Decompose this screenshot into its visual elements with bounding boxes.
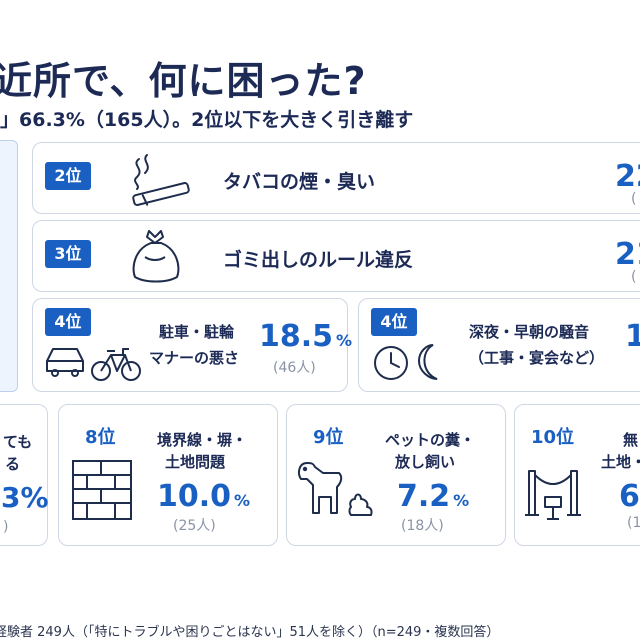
rank4-parking-label-line1: 駐車・駐輪 [159, 323, 235, 341]
rank4-noise-card: 4位 深夜・早朝の騒音 （工事・宴会など） 1 [358, 298, 640, 392]
rank4-parking-value: 18.5% [259, 319, 352, 354]
rank4-noise-label-line1: 深夜・早朝の騒音 [469, 323, 590, 341]
rank3-badge: 3位 [45, 240, 91, 268]
car-bicycle-icon [46, 348, 141, 381]
brick-wall-icon [72, 460, 132, 520]
rank8-card: 8位 境界線・塀・ 土地問題 10.0% (25人) [58, 404, 278, 546]
clock-moon-icon [374, 344, 438, 380]
rank4-noise-value: 1 [625, 319, 640, 354]
rank8-rank: 8位 [85, 423, 116, 449]
rank8-label-line1: 境界線・塀・ [157, 431, 248, 449]
cigarette-icon [132, 154, 190, 206]
rank9-persons: (18人) [401, 518, 444, 534]
rank9-value: 7.2% [397, 479, 469, 514]
rank9-label-line1: ペットの糞・ [385, 431, 476, 449]
rank9-card: 9位 ペットの糞・ 放し飼い 7.2% (18人) [286, 404, 506, 546]
rank9-value-number: 7.2 [397, 479, 451, 514]
rank4-noise-label-line2: （工事・宴会など） [469, 349, 605, 367]
rank9-rank-label: 9位 [313, 427, 344, 448]
rank4-parking-badge: 4位 [45, 308, 91, 336]
garbage-bag-icon [132, 230, 180, 283]
rank4-parking-persons: (46人) [273, 360, 316, 376]
rank-cut-label-line2: る [5, 455, 21, 473]
rank10-rank: 10位 [531, 423, 574, 449]
rank-cut-label-line1: ても [3, 433, 33, 451]
rank-cut-persons: ) [3, 519, 9, 535]
rank8-rank-label: 8位 [85, 427, 116, 448]
rank2-label: タバコの煙・臭い [223, 171, 376, 193]
rank8-value-number: 10.0 [157, 479, 232, 514]
rank10-label-line1: 無 [623, 431, 639, 449]
rank9-value-unit: % [453, 491, 470, 510]
rank4-parking-value-number: 18.5 [259, 319, 334, 354]
rank1-card [0, 140, 18, 392]
rank3-value: 21 [615, 237, 640, 272]
rank10-persons: (1 [627, 515, 640, 531]
rank3-persons: ( [631, 269, 637, 285]
footer-note: 経験者 249人（「特にトラブルや困りごとはない」51人を除く）（n=249・複… [0, 625, 500, 640]
rank4-parking-value-unit: % [336, 331, 353, 350]
rank10-card: 10位 無 土地・ 6 (1 [514, 404, 640, 546]
page-subtitle: 」66.3%（165人）。2位以下を大きく引き離す [0, 109, 414, 131]
dog-poop-icon [298, 462, 373, 516]
rank2-persons: ( [631, 191, 637, 207]
rank2-badge: 2位 [45, 162, 91, 190]
rank-cut-card: ても る 3% ) [0, 404, 49, 546]
rank10-label-line2: 土地・ [601, 453, 640, 471]
rank10-value: 6 [619, 479, 640, 514]
rank4-parking-label-line2: マナーの悪さ [149, 349, 240, 367]
rank3-card: 3位 ゴミ出しのルール違反 21 ( [32, 220, 640, 292]
rank8-value: 10.0% [157, 479, 250, 514]
rank9-label-line2: 放し飼い [395, 453, 456, 471]
rank2-card: 2位 タバコの煙・臭い 22 ( [32, 142, 640, 214]
rank3-label: ゴミ出しのルール違反 [223, 249, 414, 271]
rank-cut-value: 3% [1, 481, 49, 514]
rank4-parking-card: 4位 駐車・駐輪 マナーの悪さ 18.5% (46人) [32, 298, 352, 392]
page-title: 近所で、何に困った? [0, 59, 367, 103]
barrier-icon [525, 470, 581, 520]
rank2-value: 22 [615, 159, 640, 194]
rank8-label-line2: 土地問題 [165, 453, 226, 471]
rank8-persons: (25人) [173, 518, 216, 534]
rank9-rank: 9位 [313, 423, 344, 449]
rank10-rank-label: 10位 [531, 427, 575, 448]
rank4-noise-badge: 4位 [371, 308, 417, 336]
rank8-value-unit: % [234, 491, 251, 510]
